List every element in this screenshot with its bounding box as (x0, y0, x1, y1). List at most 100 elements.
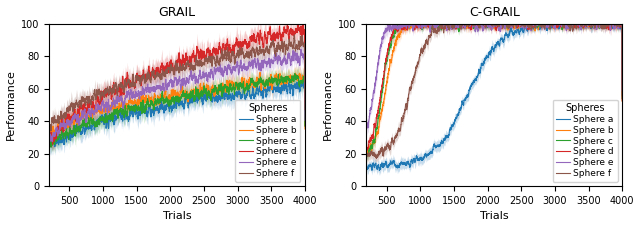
Line: Sphere d: Sphere d (36, 23, 305, 172)
Sphere a (32, 168, 40, 171)
Sphere a (280, 86, 287, 89)
Sphere a (618, 97, 626, 100)
Sphere c (545, 23, 552, 26)
Sphere a (349, 175, 357, 178)
Title: GRAIL: GRAIL (159, 5, 196, 19)
Sphere c (462, 23, 470, 26)
Sphere e (301, 119, 309, 122)
Sphere b (32, 159, 40, 162)
Sphere a (301, 77, 308, 80)
Sphere a (610, 24, 618, 26)
Line: Sphere f: Sphere f (36, 35, 305, 157)
Sphere d (349, 166, 357, 169)
Sphere b (403, 22, 411, 25)
Sphere f (465, 25, 472, 28)
Sphere a (301, 125, 309, 128)
Sphere d (401, 22, 409, 25)
Sphere f (545, 22, 552, 25)
Sphere e (462, 22, 470, 25)
Sphere c (293, 75, 301, 78)
Sphere a (525, 22, 533, 25)
Sphere d (280, 35, 287, 37)
Sphere c (32, 169, 40, 172)
Sphere e (385, 22, 392, 25)
Sphere e (545, 22, 552, 25)
X-axis label: Trials: Trials (163, 211, 191, 222)
Sphere d (477, 22, 485, 25)
Legend: Sphere a, Sphere b, Sphere c, Sphere d, Sphere e, Sphere f: Sphere a, Sphere b, Sphere c, Sphere d, … (236, 100, 300, 182)
Sphere f (145, 75, 153, 78)
Sphere a (227, 98, 235, 101)
Sphere a (145, 105, 153, 108)
Sphere d (301, 101, 309, 104)
Sphere d (145, 66, 153, 68)
Sphere e (280, 58, 287, 61)
Sphere f (349, 169, 357, 172)
Sphere b (477, 22, 485, 25)
Sphere a (293, 83, 301, 85)
Line: Sphere f: Sphere f (353, 24, 622, 171)
Sphere b (462, 26, 470, 29)
Sphere f (301, 108, 309, 111)
Sphere b (256, 71, 264, 74)
Line: Sphere c: Sphere c (353, 24, 622, 174)
Line: Sphere a: Sphere a (36, 79, 305, 169)
Sphere d (545, 26, 552, 29)
Sphere b (618, 100, 626, 103)
Sphere f (280, 49, 287, 52)
Sphere e (349, 163, 357, 166)
Sphere f (596, 23, 604, 26)
Sphere d (610, 24, 618, 27)
Y-axis label: Performance: Performance (6, 70, 15, 141)
Sphere a (462, 96, 470, 99)
Title: C-GRAIL: C-GRAIL (469, 5, 520, 19)
Line: Sphere b: Sphere b (353, 24, 622, 172)
X-axis label: Trials: Trials (480, 211, 509, 222)
Sphere b (160, 98, 168, 101)
Sphere e (610, 25, 618, 28)
Sphere d (32, 170, 40, 173)
Sphere f (462, 22, 470, 25)
Sphere e (477, 22, 485, 25)
Sphere c (227, 89, 235, 92)
Sphere a (477, 66, 484, 69)
Sphere f (160, 74, 168, 77)
Sphere b (349, 171, 357, 173)
Sphere c (160, 98, 168, 101)
Sphere c (291, 72, 299, 75)
Sphere c (465, 22, 472, 25)
Sphere b (145, 97, 153, 100)
Sphere b (301, 128, 309, 130)
Sphere c (145, 104, 153, 107)
Sphere d (227, 51, 235, 53)
Sphere d (465, 24, 472, 27)
Sphere e (618, 89, 626, 92)
Sphere e (293, 54, 301, 57)
Line: Sphere e: Sphere e (353, 24, 622, 165)
Sphere c (147, 100, 155, 103)
Sphere c (280, 80, 287, 83)
Line: Sphere c: Sphere c (36, 74, 305, 170)
Sphere f (618, 94, 626, 97)
Sphere d (293, 29, 301, 32)
Sphere e (32, 168, 40, 170)
Sphere d (147, 75, 155, 78)
Sphere c (618, 97, 626, 100)
Sphere f (610, 22, 618, 25)
Sphere e (227, 72, 235, 75)
Line: Sphere a: Sphere a (353, 24, 622, 176)
Sphere f (438, 22, 446, 25)
Sphere a (596, 25, 604, 28)
Sphere b (227, 81, 235, 84)
Sphere a (160, 109, 168, 112)
Sphere c (610, 25, 618, 27)
Sphere e (596, 22, 604, 25)
Line: Sphere b: Sphere b (36, 73, 305, 161)
Sphere f (227, 56, 235, 58)
Sphere c (394, 22, 401, 25)
Sphere b (610, 23, 618, 26)
Sphere f (291, 34, 298, 36)
Sphere c (596, 22, 604, 25)
Sphere d (462, 22, 470, 25)
Sphere b (293, 75, 301, 78)
